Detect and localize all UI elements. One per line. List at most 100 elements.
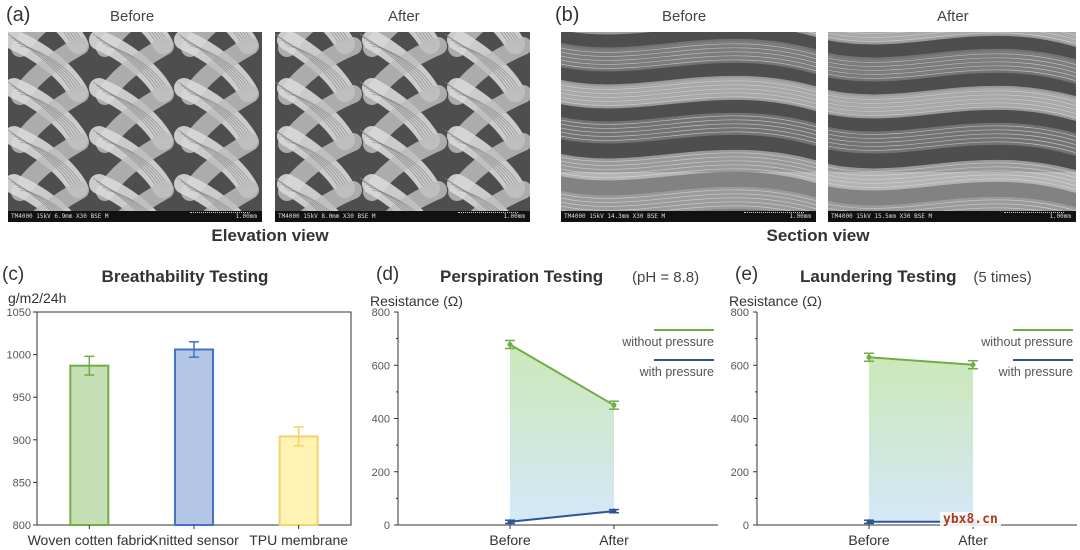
panel-letter: (e) [735, 264, 758, 285]
fiber-line [424, 32, 434, 45]
fiber-line [828, 98, 1076, 110]
fiber-line [828, 53, 1076, 65]
fiber-line [277, 84, 343, 141]
fiber-line [365, 135, 431, 189]
fiber-line [453, 186, 509, 222]
fiber-line [286, 189, 342, 222]
fiber-line [92, 177, 148, 222]
fiber-line [98, 135, 164, 189]
data-point [866, 354, 872, 360]
panel-a-after-caption: After [388, 8, 420, 25]
legend-label: without pressure [621, 335, 714, 349]
fiber-line [98, 39, 164, 93]
fiber-line [561, 156, 816, 169]
fiber-line [362, 84, 428, 141]
fiber-line [342, 32, 352, 45]
fiber-line [98, 87, 164, 141]
fiber-line [828, 94, 1076, 106]
fiber-line [154, 32, 164, 45]
fiber-line [275, 177, 330, 222]
fiber-line [415, 32, 425, 45]
legend-label: with pressure [998, 365, 1073, 379]
fiber-line [828, 32, 1076, 44]
fiber-line [365, 87, 431, 141]
area-between-series [510, 344, 614, 522]
fiber-line [233, 32, 243, 45]
fiber-line [456, 141, 522, 189]
fiber-line [283, 42, 349, 93]
fiber-line [828, 162, 1076, 174]
fiber-line [95, 36, 161, 93]
fiber-line [339, 32, 349, 45]
fiber-line [450, 183, 506, 222]
fiber-line [277, 36, 343, 93]
y-tick-label: 600 [372, 360, 390, 372]
y-tick-label: 900 [13, 435, 31, 447]
data-point [611, 402, 617, 408]
fiber-line [447, 84, 513, 141]
fiber-line [561, 55, 816, 68]
fiber-line [512, 32, 522, 45]
fiber-line [444, 81, 510, 141]
sem-image-elevation-after: TM4000 15kV 8.0mm X30 BSE M 1.00mm [275, 32, 530, 222]
fiber-line [561, 51, 816, 64]
panel-b-before-caption: Before [662, 8, 707, 25]
perspiration-chart: (d) Perspiration Testing (pH = 8.8) Resista… [370, 264, 718, 548]
fiber-line [828, 57, 1076, 69]
fiber-line [561, 152, 816, 165]
scale-bar-label: 1.00mm [789, 213, 811, 220]
fiber-line [183, 183, 239, 222]
fiber-line [183, 39, 249, 93]
fiber-line [371, 93, 437, 141]
fiber-line [828, 199, 1076, 211]
fiber-line [283, 186, 339, 222]
fiber-line [280, 135, 346, 189]
fiber-line [283, 90, 349, 141]
fiber-line [509, 32, 519, 45]
fiber-line [828, 170, 1076, 182]
fiber-line [828, 203, 1076, 215]
fiber-line [186, 186, 242, 222]
y-tick-label: 800 [731, 307, 749, 319]
fiber-line [8, 33, 73, 93]
fiber-line [828, 141, 1076, 153]
fiber-line [359, 129, 425, 189]
fiber-line [277, 180, 333, 222]
fiber-line [186, 138, 252, 189]
fiber-line [456, 45, 522, 93]
fiber-line [359, 81, 425, 141]
fiber-highlight [561, 172, 816, 212]
fiber-line [561, 197, 816, 210]
fiber-line [453, 138, 519, 189]
fiber-line [275, 129, 340, 189]
y-tick-label: 200 [731, 467, 749, 479]
fiber-line [104, 189, 160, 222]
panel-b-letter: (b) [555, 4, 580, 26]
fiber-line [10, 84, 76, 141]
fiber-line [828, 137, 1076, 149]
fiber-line [447, 132, 513, 189]
fiber-line [561, 84, 816, 97]
fiber-line [16, 90, 82, 141]
sem-info: TM4000 15kV 14.3mm X30 BSE M [564, 213, 666, 220]
fiber-line [101, 42, 167, 93]
fiber-line [828, 90, 1076, 102]
fiber-line [239, 32, 249, 45]
breathability-chart: (c) Breathability Testing g/m2/24h 800 850 90… [2, 264, 352, 548]
y-tick-label: 800 [13, 520, 31, 532]
fiber-line [180, 84, 246, 141]
sem-info: TM4000 15kV 8.0mm X30 BSE M [278, 213, 376, 220]
fiber-line [92, 33, 158, 93]
bar [174, 348, 214, 526]
y-tick-label: 850 [13, 477, 31, 489]
fiber-line [66, 32, 76, 45]
x-tick-label: After [958, 532, 988, 548]
fiber-line [277, 132, 343, 189]
data-point [611, 508, 617, 514]
fiber-line [450, 39, 516, 93]
fiber-line [177, 129, 243, 189]
chart-title: Perspiration Testing [440, 267, 603, 286]
y-axis-label: Resistance (Ω) [729, 293, 822, 309]
fiber-line [95, 180, 151, 222]
panel-letter: (d) [376, 264, 399, 285]
